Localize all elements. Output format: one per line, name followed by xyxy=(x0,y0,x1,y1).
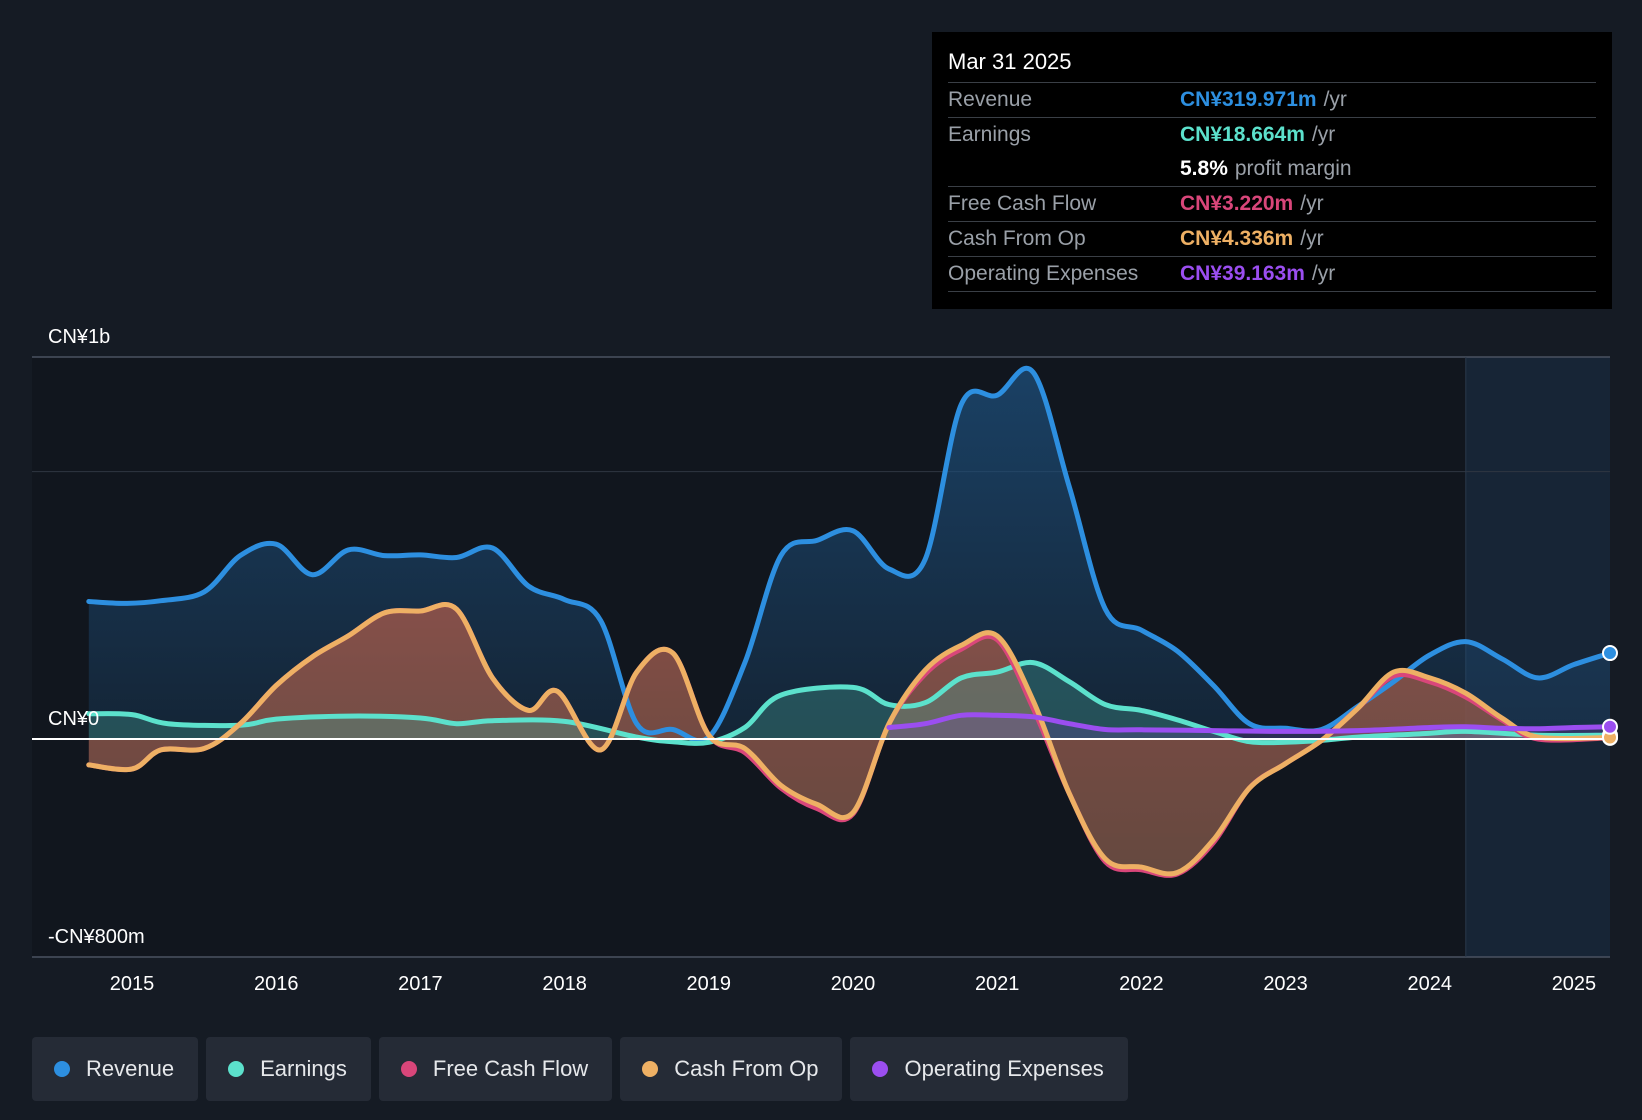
tooltip-label: Cash From Op xyxy=(948,227,1086,250)
legend-dot-icon xyxy=(228,1061,245,1077)
tooltip-row-free-cash-flow: Free Cash Flow CN¥3.220m /yr xyxy=(948,187,1596,222)
y-tick-label: CN¥0 xyxy=(48,708,99,730)
x-tick-label: 2023 xyxy=(1263,973,1308,995)
legend-label: Free Cash Flow xyxy=(432,1056,589,1081)
x-tick-label: 2020 xyxy=(831,973,876,995)
tooltip-row-profit-margin: 5.8% profit margin xyxy=(948,152,1596,187)
legend-dot-icon xyxy=(642,1061,659,1077)
line-operating-expenses xyxy=(886,712,1613,734)
tooltip-unit: /yr xyxy=(1323,88,1347,111)
tooltip-unit: /yr xyxy=(1300,227,1324,250)
legend-label: Operating Expenses xyxy=(904,1056,1104,1081)
x-tick-label: 2022 xyxy=(1119,973,1164,995)
x-tick-label: 2015 xyxy=(110,973,155,995)
tooltip-unit: /yr xyxy=(1300,192,1324,215)
y-tick-label: -CN¥800m xyxy=(48,926,145,948)
x-tick-label: 2021 xyxy=(975,973,1020,995)
legend-item-cash-from-op[interactable]: Cash From Op xyxy=(620,1037,843,1101)
legend-label: Earnings xyxy=(260,1056,347,1081)
x-tick-label: 2016 xyxy=(254,973,299,995)
legend: Revenue Earnings Free Cash Flow Cash Fro… xyxy=(32,1037,1128,1101)
tooltip-unit: /yr xyxy=(1311,123,1336,146)
tooltip-panel: Mar 31 2025 Revenue CN¥319.971m /yr Earn… xyxy=(932,32,1612,309)
tooltip-date: Mar 31 2025 xyxy=(948,46,1596,83)
legend-item-earnings[interactable]: Earnings xyxy=(206,1037,371,1101)
tooltip-row-revenue: Revenue CN¥319.971m /yr xyxy=(948,83,1596,118)
legend-label: Cash From Op xyxy=(674,1056,819,1081)
tooltip-unit: /yr xyxy=(1311,262,1336,285)
line-revenue xyxy=(86,365,1613,744)
line-cash-from-op xyxy=(86,602,1613,877)
legend-dot-icon xyxy=(54,1061,70,1077)
x-tick-label: 2019 xyxy=(687,973,732,995)
tooltip-value: CN¥319.971m xyxy=(1180,88,1317,111)
tooltip-value: CN¥4.336m xyxy=(1180,227,1294,250)
tooltip-label: Revenue xyxy=(948,88,1033,111)
tooltip-value: CN¥39.163m xyxy=(1180,262,1305,285)
tooltip-row-cash-from-op: Cash From Op CN¥4.336m /yr xyxy=(948,222,1596,257)
legend-item-operating-expenses[interactable]: Operating Expenses xyxy=(850,1037,1128,1101)
tooltip-row-operating-expenses: Operating Expenses CN¥39.163m /yr xyxy=(948,257,1596,292)
endpoint-revenue xyxy=(1602,645,1618,662)
tooltip-value: CN¥18.664m xyxy=(1180,123,1305,146)
tooltip-label: Free Cash Flow xyxy=(948,192,1097,215)
legend-label: Revenue xyxy=(86,1056,175,1081)
tooltip-row-earnings: Earnings CN¥18.664m /yr xyxy=(948,118,1596,152)
tooltip-value: 5.8% xyxy=(1180,157,1228,180)
endpoint-operating-expenses xyxy=(1602,718,1618,735)
legend-dot-icon xyxy=(400,1061,417,1077)
tooltip-label: Earnings xyxy=(948,123,1031,146)
x-tick-label: 2025 xyxy=(1552,973,1597,995)
tooltip-label: Operating Expenses xyxy=(948,262,1139,285)
x-tick-label: 2018 xyxy=(542,973,587,995)
x-tick-label: 2024 xyxy=(1408,973,1453,995)
y-tick-label: CN¥1b xyxy=(48,326,110,348)
tooltip-unit: profit margin xyxy=(1234,157,1352,180)
x-tick-label: 2017 xyxy=(398,973,443,995)
legend-dot-icon xyxy=(872,1061,889,1077)
tooltip-value: CN¥3.220m xyxy=(1180,192,1294,215)
legend-item-revenue[interactable]: Revenue xyxy=(32,1037,199,1101)
legend-item-free-cash-flow[interactable]: Free Cash Flow xyxy=(378,1037,613,1101)
